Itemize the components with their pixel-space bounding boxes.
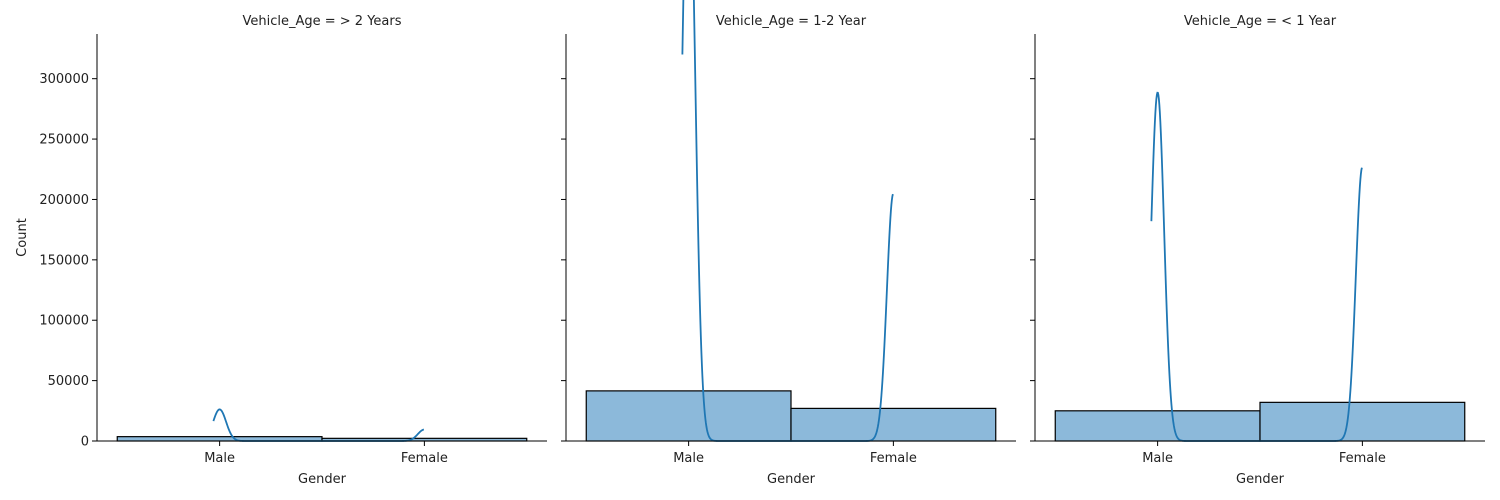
facet-panel-1: 0 50000 100000 150000 200000 250000 300000 Male… [39, 14, 547, 487]
facet-panel-2: Male Female Gender Vehicle_Age = 1-2 Year [561, 0, 1016, 487]
x-tick-label: Male [673, 451, 704, 466]
y-tick-label: 250000 [39, 133, 89, 148]
x-tick-label: Male [1142, 451, 1173, 466]
y-tick-label: 100000 [39, 314, 89, 329]
x-tick-label: Female [1339, 451, 1386, 466]
x-axis-label: Gender [1236, 472, 1285, 487]
y-tick-label: 300000 [39, 72, 89, 87]
bar-female [1259, 401, 1466, 442]
y-tick-label: 150000 [39, 253, 89, 268]
x-axis-label: Gender [298, 472, 347, 487]
panel-title: Vehicle_Age = > 2 Years [242, 14, 401, 29]
x-tick-label: Female [401, 451, 448, 466]
x-tick-label: Female [870, 451, 917, 466]
y-tick-label: 200000 [39, 193, 89, 208]
kde-line [681, 0, 894, 442]
y-tick-label: 50000 [48, 374, 89, 389]
x-axis-label: Gender [767, 472, 816, 487]
panel-title: Vehicle_Age = < 1 Year [1184, 14, 1337, 29]
kde-line [1150, 91, 1363, 442]
facet-panel-3: Male Female Gender Vehicle_Age = < 1 Year [1030, 14, 1485, 487]
bar-male [1054, 410, 1261, 442]
y-tick-label: 0 [81, 435, 89, 450]
y-axis-label: Count [15, 218, 30, 257]
x-tick-label: Male [204, 451, 235, 466]
bar-male [585, 390, 792, 442]
panel-title: Vehicle_Age = 1-2 Year [716, 14, 867, 29]
bar-female [790, 407, 997, 442]
